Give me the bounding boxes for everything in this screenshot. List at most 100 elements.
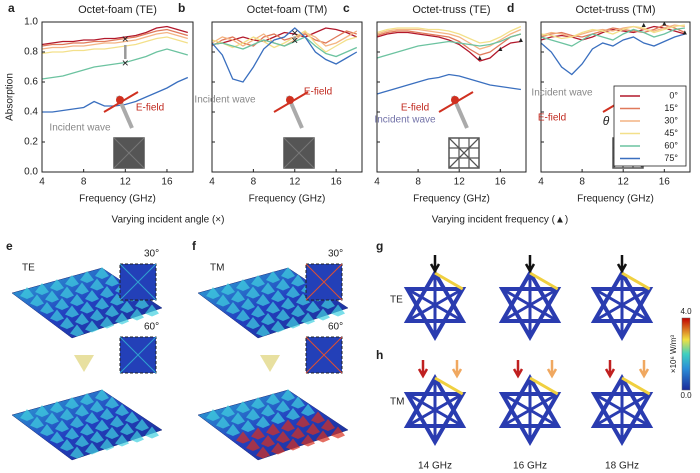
truss xyxy=(434,287,464,307)
colorbar-unit: ×10⁶ W/m³ xyxy=(669,335,678,374)
pyramid xyxy=(246,317,260,329)
truss xyxy=(621,287,651,307)
sample-icon xyxy=(283,137,315,169)
efield-arrow xyxy=(273,91,309,113)
unit-cell xyxy=(119,336,157,374)
series-line xyxy=(376,30,522,56)
pyramid xyxy=(291,274,305,287)
pyramid xyxy=(50,431,64,444)
y-axis-label: Absorption xyxy=(5,73,16,121)
pyramid xyxy=(145,426,159,439)
pyramid xyxy=(266,301,280,314)
panel-label: h xyxy=(376,348,383,362)
pyramid xyxy=(30,294,44,307)
pyramid xyxy=(236,279,250,291)
marker: × xyxy=(291,26,298,40)
pyramid xyxy=(105,427,119,439)
pyramid xyxy=(145,304,159,317)
pyramid xyxy=(65,275,79,287)
pyramid xyxy=(115,404,129,416)
pyramid xyxy=(80,423,94,436)
truss xyxy=(529,408,559,428)
pyramid xyxy=(256,324,270,337)
mode-label: TE xyxy=(22,263,35,274)
x-tick-label: 4 xyxy=(538,177,544,188)
legend-box xyxy=(613,85,687,167)
pyramid xyxy=(130,308,144,321)
hot-strut xyxy=(434,376,464,396)
x-tick-label: 16 xyxy=(495,177,507,188)
arrow xyxy=(638,360,650,379)
pyramid xyxy=(236,401,250,413)
pyramid xyxy=(85,320,99,333)
truss xyxy=(501,287,531,307)
truss xyxy=(434,303,464,323)
series-line xyxy=(376,25,522,44)
pyramid xyxy=(241,420,255,432)
arrow xyxy=(616,255,628,274)
pyramid xyxy=(60,286,74,299)
x-axis-label: Frequency (GHz) xyxy=(413,194,490,205)
pyramid xyxy=(251,397,265,409)
marker: ▲ xyxy=(497,46,504,53)
sample-icon xyxy=(113,137,145,169)
truss xyxy=(621,408,651,428)
annotation: E-field xyxy=(401,103,429,114)
frequency-label: 14 GHz xyxy=(418,461,452,472)
pyramid xyxy=(125,411,139,424)
pyramid xyxy=(301,404,315,416)
pyramid xyxy=(90,309,104,321)
pyramid xyxy=(226,424,240,436)
pyramid xyxy=(246,408,260,421)
pyramid xyxy=(271,320,285,333)
pyramid xyxy=(80,271,94,283)
down-arrow xyxy=(260,355,280,372)
pyramid xyxy=(60,408,74,421)
plot-frame xyxy=(540,21,691,173)
angle-label: 30° xyxy=(328,249,343,260)
pyramid xyxy=(236,431,250,444)
y-tick-label: 1.0 xyxy=(24,17,38,28)
pyramid xyxy=(301,434,315,447)
pyramid xyxy=(291,427,305,439)
pyramid xyxy=(276,400,290,413)
arrow xyxy=(417,360,429,379)
angle-label: 60° xyxy=(144,322,159,333)
pyramid xyxy=(251,275,265,287)
chart-title: Octet-truss (TM) xyxy=(575,4,655,16)
pyramid xyxy=(80,301,94,314)
x-axis-label: Frequency (GHz) xyxy=(79,194,156,205)
pyramid xyxy=(95,297,109,310)
hot-strut xyxy=(529,271,559,291)
arrow xyxy=(524,255,536,274)
unit-cell xyxy=(305,263,343,301)
caption: Varying incident frequency (▲) xyxy=(432,215,568,226)
truss xyxy=(406,303,436,323)
x-axis-label: Frequency (GHz) xyxy=(249,194,326,205)
panel-label: e xyxy=(6,239,13,253)
pyramid xyxy=(286,438,300,451)
sample-icon xyxy=(448,137,480,169)
annotation: E-field xyxy=(304,87,332,98)
pyramid xyxy=(261,282,275,295)
pyramid xyxy=(261,435,275,447)
hot-strut xyxy=(621,271,651,291)
marker: ▲ xyxy=(661,20,668,27)
panel-label: c xyxy=(343,1,350,15)
arrow xyxy=(451,360,463,379)
pyramid xyxy=(241,298,255,310)
truss xyxy=(529,392,559,412)
pyramid xyxy=(271,412,285,424)
pyramid xyxy=(50,309,64,322)
pyramid xyxy=(110,415,124,428)
truss xyxy=(501,392,531,412)
hot-strut xyxy=(621,376,651,396)
marker: × xyxy=(122,32,129,46)
pyramid xyxy=(40,302,54,314)
series-line xyxy=(540,33,686,76)
y-tick-label: 0.4 xyxy=(24,107,38,118)
pyramid xyxy=(135,297,149,309)
series-line xyxy=(211,36,358,58)
hot-strut xyxy=(529,376,559,396)
